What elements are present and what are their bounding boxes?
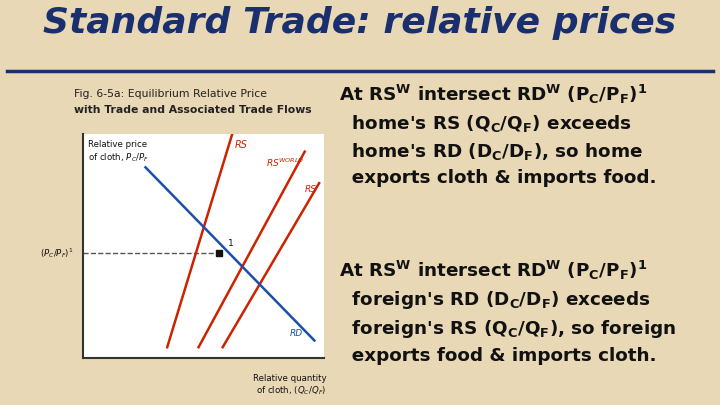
Text: RS: RS xyxy=(235,141,248,150)
Text: RS: RS xyxy=(305,185,317,194)
Text: At RS$^\mathbf{W}$ intersect RD$^\mathbf{W}$ (P$_\mathbf{C}$/P$_\mathbf{F}$)$^\m: At RS$^\mathbf{W}$ intersect RD$^\mathbf… xyxy=(339,83,657,187)
Text: At RS$^\mathbf{W}$ intersect RD$^\mathbf{W}$ (P$_\mathbf{C}$/P$_\mathbf{F}$)$^\m: At RS$^\mathbf{W}$ intersect RD$^\mathbf… xyxy=(339,259,676,364)
Text: Fig. 6-5a: Equilibrium Relative Price: Fig. 6-5a: Equilibrium Relative Price xyxy=(74,89,267,99)
Text: Relative quantity
of cloth, $(Q_C/Q_F)$: Relative quantity of cloth, $(Q_C/Q_F)$ xyxy=(253,374,326,397)
Text: Standard Trade: relative prices: Standard Trade: relative prices xyxy=(43,6,677,40)
Text: 1: 1 xyxy=(228,239,233,248)
Text: Relative price
of cloth, $P_C/P_F$: Relative price of cloth, $P_C/P_F$ xyxy=(88,141,149,164)
Text: $RS^{WORLD}$: $RS^{WORLD}$ xyxy=(266,157,305,169)
Text: $(P_C/P_F)^1$: $(P_C/P_F)^1$ xyxy=(40,246,73,260)
Text: RD: RD xyxy=(290,329,303,338)
Text: with Trade and Associated Trade Flows: with Trade and Associated Trade Flows xyxy=(74,105,312,115)
